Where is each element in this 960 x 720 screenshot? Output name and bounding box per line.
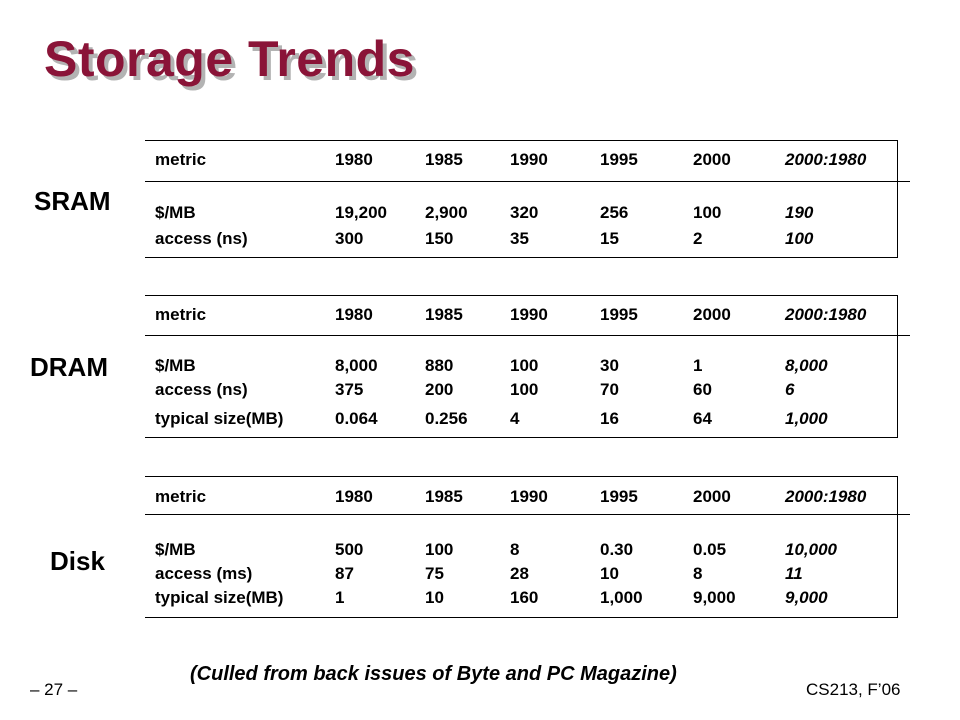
header-cell: metric (155, 487, 207, 506)
table-cell: 0.256 (425, 409, 468, 428)
table-cell: 320 (510, 203, 539, 222)
table-cell: 256 (600, 203, 629, 222)
header-cell: 1995 (600, 487, 638, 506)
ratio-cell: 10,000 (785, 540, 837, 559)
ratio-cell: 11 (785, 564, 803, 583)
table-cell: 160 (510, 588, 539, 607)
dram-table: metric 1980 1985 1990 1995 2000 2000:198… (145, 295, 898, 438)
table-cell: 19,200 (335, 203, 387, 222)
table-cell: 1 (335, 588, 345, 607)
table-cell: 75 (425, 564, 444, 583)
course-label: CS213, F’06 (806, 680, 901, 699)
table-cell: 70 (600, 380, 619, 399)
header-cell: 1985 (425, 487, 463, 506)
header-cell: 2000:1980 (785, 150, 867, 169)
header-cell: 1980 (335, 150, 373, 169)
table-cell: 2 (693, 229, 703, 248)
ratio-cell: 1,000 (785, 409, 828, 428)
header-divider (145, 335, 910, 336)
page-number: – 27 – (30, 680, 78, 699)
header-divider (145, 514, 910, 515)
header-cell: 1985 (425, 150, 463, 169)
table-cell: 60 (693, 380, 712, 399)
table-cell: 100 (510, 356, 539, 375)
header-cell: 1980 (335, 305, 373, 324)
row-label: $/MB (155, 203, 196, 222)
row-label: access (ns) (155, 380, 248, 399)
row-label: typical size(MB) (155, 409, 284, 428)
table-cell: 200 (425, 380, 454, 399)
section-label-disk: Disk (50, 546, 105, 576)
header-cell: 2000:1980 (785, 487, 867, 506)
table-cell: 375 (335, 380, 364, 399)
row-label: typical size(MB) (155, 588, 284, 607)
ratio-cell: 100 (785, 229, 814, 248)
ratio-cell: 6 (785, 380, 795, 399)
header-cell: 2000 (693, 305, 731, 324)
slide-title: Storage Trends (44, 31, 415, 87)
table-cell: 87 (335, 564, 354, 583)
header-cell: 1990 (510, 305, 548, 324)
table-cell: 8 (510, 540, 520, 559)
row-label: $/MB (155, 356, 196, 375)
header-divider (145, 181, 910, 182)
table-cell: 0.30 (600, 540, 634, 559)
row-label: access (ms) (155, 564, 253, 583)
header-cell: 1980 (335, 487, 373, 506)
table-cell: 4 (510, 409, 520, 428)
table-cell: 16 (600, 409, 619, 428)
header-cell: metric (155, 150, 207, 169)
table-cell: 300 (335, 229, 364, 248)
table-cell: 100 (510, 380, 539, 399)
table-cell: 8,000 (335, 356, 378, 375)
row-label: access (ns) (155, 229, 248, 248)
table-cell: 64 (693, 409, 712, 428)
table-cell: 880 (425, 356, 454, 375)
table-cell: 8 (693, 564, 703, 583)
table-cell: 28 (510, 564, 529, 583)
header-cell: 1995 (600, 305, 638, 324)
table-cell: 10 (600, 564, 619, 583)
table-cell: 0.064 (335, 409, 378, 428)
row-label: $/MB (155, 540, 196, 559)
table-cell: 1 (693, 356, 703, 375)
table-cell: 2,900 (425, 203, 468, 222)
table-cell: 30 (600, 356, 619, 375)
table-cell: 0.05 (693, 540, 727, 559)
header-cell: 2000 (693, 150, 731, 169)
table-cell: 15 (600, 229, 619, 248)
table-cell: 100 (425, 540, 454, 559)
header-cell: 1995 (600, 150, 638, 169)
table-cell: 100 (693, 203, 722, 222)
sram-table: metric 1980 1985 1990 1995 2000 2000:198… (145, 140, 898, 258)
ratio-cell: 190 (785, 203, 814, 222)
section-label-sram: SRAM (34, 186, 111, 216)
table-cell: 150 (425, 229, 454, 248)
table-cell: 10 (425, 588, 444, 607)
header-cell: 2000 (693, 487, 731, 506)
header-cell: 1990 (510, 487, 548, 506)
source-caption: (Culled from back issues of Byte and PC … (190, 663, 677, 685)
section-label-dram: DRAM (30, 352, 108, 382)
ratio-cell: 8,000 (785, 356, 828, 375)
header-cell: 2000:1980 (785, 305, 867, 324)
table-cell: 35 (510, 229, 529, 248)
table-cell: 500 (335, 540, 364, 559)
table-cell: 1,000 (600, 588, 643, 607)
disk-table: metric 1980 1985 1990 1995 2000 2000:198… (145, 476, 898, 618)
header-cell: metric (155, 305, 207, 324)
table-cell: 9,000 (693, 588, 736, 607)
ratio-cell: 9,000 (785, 588, 828, 607)
header-cell: 1985 (425, 305, 463, 324)
header-cell: 1990 (510, 150, 548, 169)
